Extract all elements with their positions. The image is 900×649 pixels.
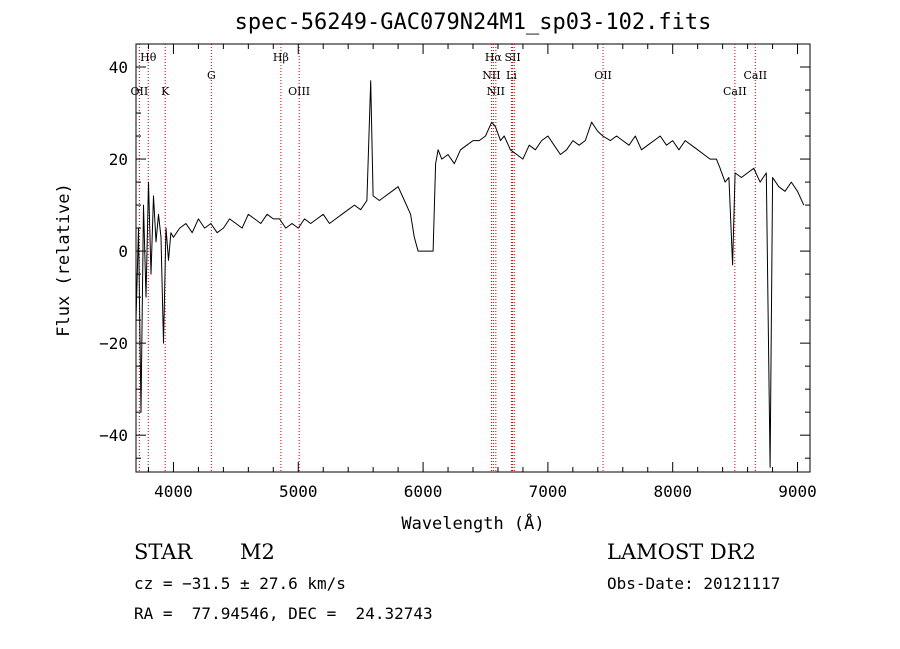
line-marker-label: OIII <box>288 85 310 98</box>
line-marker-label: OII <box>594 69 612 82</box>
y-tick-label: −20 <box>99 334 128 353</box>
y-axis-label: Flux (relative) <box>54 183 74 337</box>
line-marker-label: SII <box>504 51 520 64</box>
y-tick-label: −40 <box>99 426 128 445</box>
object-class: STAR <box>134 540 193 564</box>
axis-ticks: 4000 5000 6000 7000 8000 9000 −40 −20 0 20 40 <box>99 43 817 501</box>
x-tick-label: 6000 <box>404 482 443 501</box>
x-tick-label: 9000 <box>778 482 817 501</box>
observation-date: Obs-Date: 20121117 <box>607 574 781 593</box>
line-marker-label: Hβ <box>273 51 289 64</box>
line-marker-label: CaII <box>723 85 747 98</box>
plot-frame <box>135 43 811 473</box>
line-marker-label: K <box>161 85 170 98</box>
object-subclass: M2 <box>240 540 275 564</box>
y-tick-label: 20 <box>109 150 128 169</box>
line-marker-label: CaII <box>743 69 767 82</box>
x-tick-label: 5000 <box>279 482 318 501</box>
line-markers <box>138 44 756 472</box>
y-tick-label: 40 <box>109 58 128 77</box>
x-tick-label: 8000 <box>653 482 692 501</box>
x-axis-label: Wavelength (Å) <box>401 512 544 534</box>
redshift-velocity: cz = −31.5 ± 27.6 km/s <box>134 574 346 593</box>
survey-name: LAMOST DR2 <box>607 540 756 564</box>
x-tick-label: 4000 <box>154 482 193 501</box>
y-tick-label: 0 <box>118 242 128 261</box>
x-tick-label: 7000 <box>529 482 568 501</box>
chart-title: spec-56249-GAC079N24M1_sp03-102.fits <box>234 10 712 35</box>
line-marker-label: Li <box>506 69 517 82</box>
spectrum-line <box>135 80 805 468</box>
line-marker-label: NII <box>482 69 500 82</box>
line-marker-label: OII <box>131 85 149 98</box>
line-marker-label: Hα <box>485 51 503 64</box>
line-marker-label: Hθ <box>140 51 157 64</box>
line-marker-label: G <box>207 69 216 82</box>
series-layer <box>135 80 805 468</box>
line-marker-label: NII <box>487 85 505 98</box>
coordinates: RA = 77.94546, DEC = 24.32743 <box>134 604 433 623</box>
